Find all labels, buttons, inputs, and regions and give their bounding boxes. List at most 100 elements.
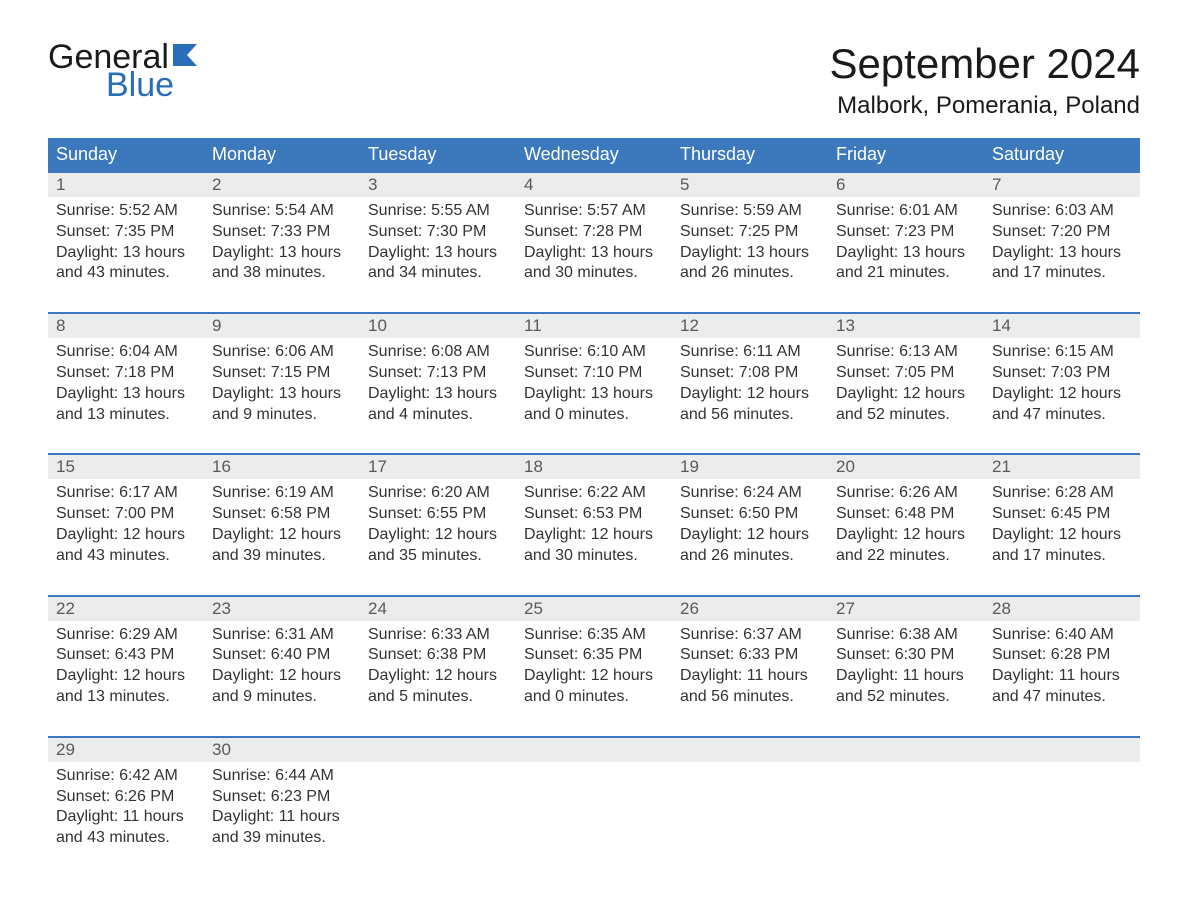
daylight-line-1: Daylight: 12 hours bbox=[836, 384, 976, 405]
daylight-line-1: Daylight: 13 hours bbox=[368, 384, 508, 405]
daylight-line-1: Daylight: 12 hours bbox=[56, 525, 196, 546]
day-number: . bbox=[984, 738, 1140, 762]
day-body: Sunrise: 6:15 AMSunset: 7:03 PMDaylight:… bbox=[984, 338, 1140, 453]
day-number: 26 bbox=[672, 597, 828, 621]
day-body: Sunrise: 5:52 AMSunset: 7:35 PMDaylight:… bbox=[48, 197, 204, 312]
location-line: Malbork, Pomerania, Poland bbox=[829, 92, 1140, 120]
sunset-line: Sunset: 7:00 PM bbox=[56, 504, 196, 525]
day-number: 7 bbox=[984, 173, 1140, 197]
day-number: 1 bbox=[48, 173, 204, 197]
day-cell-5: 5Sunrise: 5:59 AMSunset: 7:25 PMDaylight… bbox=[672, 172, 828, 313]
daylight-line-2: and 56 minutes. bbox=[680, 687, 820, 708]
sunset-line: Sunset: 7:20 PM bbox=[992, 222, 1132, 243]
day-number: 12 bbox=[672, 314, 828, 338]
day-body: Sunrise: 5:54 AMSunset: 7:33 PMDaylight:… bbox=[204, 197, 360, 312]
day-number: 11 bbox=[516, 314, 672, 338]
day-number: 24 bbox=[360, 597, 516, 621]
day-cell-empty: . bbox=[672, 737, 828, 877]
day-cell-3: 3Sunrise: 5:55 AMSunset: 7:30 PMDaylight… bbox=[360, 172, 516, 313]
day-header-wednesday: Wednesday bbox=[516, 138, 672, 172]
day-body: Sunrise: 6:06 AMSunset: 7:15 PMDaylight:… bbox=[204, 338, 360, 453]
day-header-friday: Friday bbox=[828, 138, 984, 172]
sunrise-line: Sunrise: 6:08 AM bbox=[368, 342, 508, 363]
sunset-line: Sunset: 7:28 PM bbox=[524, 222, 664, 243]
sunrise-line: Sunrise: 6:10 AM bbox=[524, 342, 664, 363]
daylight-line-1: Daylight: 13 hours bbox=[992, 243, 1132, 264]
day-number: 10 bbox=[360, 314, 516, 338]
sunrise-line: Sunrise: 6:19 AM bbox=[212, 483, 352, 504]
daylight-line-2: and 26 minutes. bbox=[680, 546, 820, 567]
day-body: Sunrise: 5:57 AMSunset: 7:28 PMDaylight:… bbox=[516, 197, 672, 312]
day-number: 9 bbox=[204, 314, 360, 338]
day-number: 2 bbox=[204, 173, 360, 197]
day-cell-empty: . bbox=[360, 737, 516, 877]
day-body: Sunrise: 6:26 AMSunset: 6:48 PMDaylight:… bbox=[828, 479, 984, 594]
sunset-line: Sunset: 7:35 PM bbox=[56, 222, 196, 243]
sunrise-line: Sunrise: 6:33 AM bbox=[368, 625, 508, 646]
daylight-line-1: Daylight: 12 hours bbox=[56, 666, 196, 687]
day-body bbox=[672, 762, 828, 794]
sunset-line: Sunset: 6:48 PM bbox=[836, 504, 976, 525]
daylight-line-2: and 39 minutes. bbox=[212, 828, 352, 849]
day-body: Sunrise: 6:33 AMSunset: 6:38 PMDaylight:… bbox=[360, 621, 516, 736]
sunrise-line: Sunrise: 5:54 AM bbox=[212, 201, 352, 222]
day-header-saturday: Saturday bbox=[984, 138, 1140, 172]
day-number: 13 bbox=[828, 314, 984, 338]
day-cell-empty: . bbox=[984, 737, 1140, 877]
day-body: Sunrise: 6:28 AMSunset: 6:45 PMDaylight:… bbox=[984, 479, 1140, 594]
sunset-line: Sunset: 6:30 PM bbox=[836, 645, 976, 666]
day-cell-15: 15Sunrise: 6:17 AMSunset: 7:00 PMDayligh… bbox=[48, 454, 204, 595]
day-body: Sunrise: 6:35 AMSunset: 6:35 PMDaylight:… bbox=[516, 621, 672, 736]
day-body: Sunrise: 6:29 AMSunset: 6:43 PMDaylight:… bbox=[48, 621, 204, 736]
sunrise-line: Sunrise: 5:55 AM bbox=[368, 201, 508, 222]
day-cell-10: 10Sunrise: 6:08 AMSunset: 7:13 PMDayligh… bbox=[360, 313, 516, 454]
daylight-line-1: Daylight: 11 hours bbox=[992, 666, 1132, 687]
day-cell-26: 26Sunrise: 6:37 AMSunset: 6:33 PMDayligh… bbox=[672, 596, 828, 737]
day-cell-23: 23Sunrise: 6:31 AMSunset: 6:40 PMDayligh… bbox=[204, 596, 360, 737]
day-cell-17: 17Sunrise: 6:20 AMSunset: 6:55 PMDayligh… bbox=[360, 454, 516, 595]
daylight-line-1: Daylight: 12 hours bbox=[368, 525, 508, 546]
sunrise-line: Sunrise: 6:29 AM bbox=[56, 625, 196, 646]
sunrise-line: Sunrise: 6:11 AM bbox=[680, 342, 820, 363]
daylight-line-1: Daylight: 11 hours bbox=[836, 666, 976, 687]
daylight-line-2: and 0 minutes. bbox=[524, 687, 664, 708]
brand-logo: General Blue bbox=[48, 40, 207, 102]
day-cell-12: 12Sunrise: 6:11 AMSunset: 7:08 PMDayligh… bbox=[672, 313, 828, 454]
day-cell-7: 7Sunrise: 6:03 AMSunset: 7:20 PMDaylight… bbox=[984, 172, 1140, 313]
day-cell-11: 11Sunrise: 6:10 AMSunset: 7:10 PMDayligh… bbox=[516, 313, 672, 454]
day-body: Sunrise: 6:24 AMSunset: 6:50 PMDaylight:… bbox=[672, 479, 828, 594]
sunrise-line: Sunrise: 6:01 AM bbox=[836, 201, 976, 222]
sunset-line: Sunset: 6:55 PM bbox=[368, 504, 508, 525]
day-cell-6: 6Sunrise: 6:01 AMSunset: 7:23 PMDaylight… bbox=[828, 172, 984, 313]
day-cell-27: 27Sunrise: 6:38 AMSunset: 6:30 PMDayligh… bbox=[828, 596, 984, 737]
sunrise-line: Sunrise: 5:59 AM bbox=[680, 201, 820, 222]
day-number: 22 bbox=[48, 597, 204, 621]
day-cell-13: 13Sunrise: 6:13 AMSunset: 7:05 PMDayligh… bbox=[828, 313, 984, 454]
day-cell-empty: . bbox=[516, 737, 672, 877]
daylight-line-1: Daylight: 12 hours bbox=[524, 525, 664, 546]
daylight-line-1: Daylight: 12 hours bbox=[212, 666, 352, 687]
sunset-line: Sunset: 7:03 PM bbox=[992, 363, 1132, 384]
sunrise-line: Sunrise: 6:06 AM bbox=[212, 342, 352, 363]
day-body: Sunrise: 6:13 AMSunset: 7:05 PMDaylight:… bbox=[828, 338, 984, 453]
daylight-line-2: and 5 minutes. bbox=[368, 687, 508, 708]
sunrise-line: Sunrise: 6:20 AM bbox=[368, 483, 508, 504]
day-body: Sunrise: 6:04 AMSunset: 7:18 PMDaylight:… bbox=[48, 338, 204, 453]
daylight-line-2: and 52 minutes. bbox=[836, 687, 976, 708]
daylight-line-2: and 52 minutes. bbox=[836, 405, 976, 426]
daylight-line-2: and 43 minutes. bbox=[56, 546, 196, 567]
daylight-line-1: Daylight: 12 hours bbox=[524, 666, 664, 687]
day-number: 8 bbox=[48, 314, 204, 338]
daylight-line-2: and 35 minutes. bbox=[368, 546, 508, 567]
sunrise-line: Sunrise: 6:35 AM bbox=[524, 625, 664, 646]
daylight-line-2: and 47 minutes. bbox=[992, 687, 1132, 708]
daylight-line-2: and 30 minutes. bbox=[524, 263, 664, 284]
day-cell-19: 19Sunrise: 6:24 AMSunset: 6:50 PMDayligh… bbox=[672, 454, 828, 595]
daylight-line-2: and 56 minutes. bbox=[680, 405, 820, 426]
daylight-line-2: and 34 minutes. bbox=[368, 263, 508, 284]
day-cell-25: 25Sunrise: 6:35 AMSunset: 6:35 PMDayligh… bbox=[516, 596, 672, 737]
sunset-line: Sunset: 6:43 PM bbox=[56, 645, 196, 666]
brand-word-2: Blue bbox=[106, 68, 207, 102]
month-title: September 2024 bbox=[829, 40, 1140, 88]
day-body: Sunrise: 6:03 AMSunset: 7:20 PMDaylight:… bbox=[984, 197, 1140, 312]
